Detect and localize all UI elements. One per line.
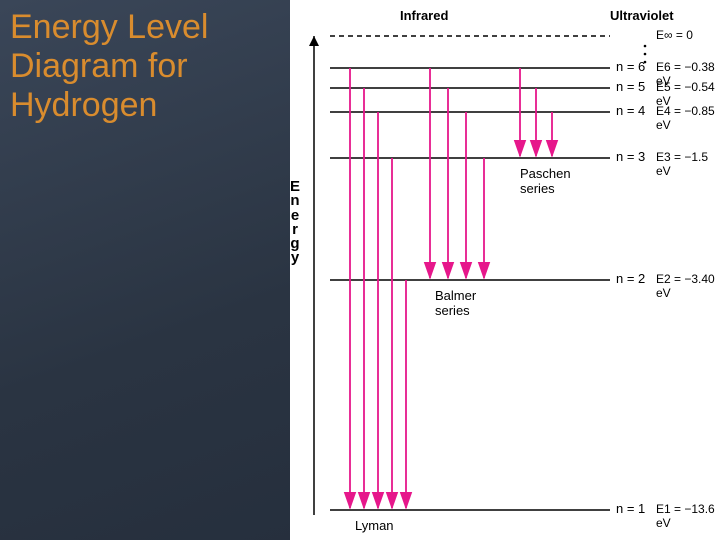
n-label-n2: n = 2: [616, 271, 645, 286]
n-label-n3: n = 3: [616, 149, 645, 164]
diagram-panel: Energy Infrared Ultraviolet E∞ = 0 n = 6 E…: [290, 0, 720, 540]
series-label-n2: Balmerseries: [435, 288, 476, 318]
energy-label-n1: E1 = −13.6 eV: [656, 502, 720, 530]
energy-label-n3: E3 = −1.5 eV: [656, 150, 720, 178]
n-label-n4: n = 4: [616, 103, 645, 118]
series-label-n3: Paschenseries: [520, 166, 571, 196]
page-title: Energy LevelDiagram forHydrogen: [10, 8, 208, 125]
series-label-n1: Lyman: [355, 518, 394, 533]
n-label-n5: n = 5: [616, 79, 645, 94]
ultraviolet-label: Ultraviolet: [610, 8, 674, 23]
energy-label-n2: E2 = −3.40 eV: [656, 272, 720, 300]
infrared-label: Infrared: [400, 8, 448, 23]
n-label-n6: n = 6: [616, 59, 645, 74]
energy-label-n4: E4 = −0.85 eV: [656, 104, 720, 132]
energy-label-inf: E∞ = 0: [656, 28, 693, 42]
n-label-n1: n = 1: [616, 501, 645, 516]
energy-axis-label: Energy: [288, 180, 302, 266]
